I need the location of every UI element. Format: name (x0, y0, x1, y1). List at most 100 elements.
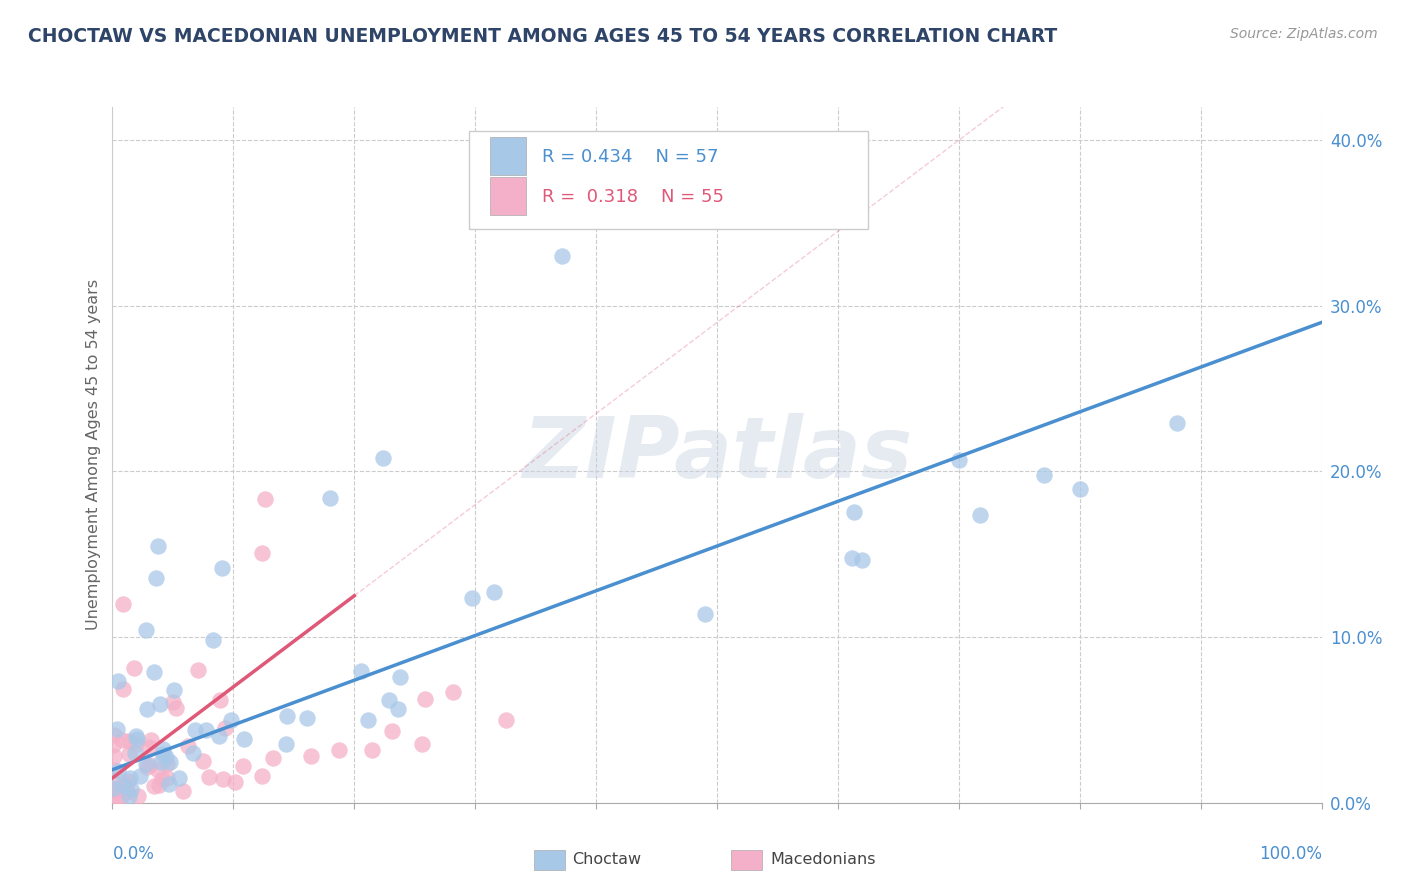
Point (1033, 467, 1056, 482)
Point (146, 764, 169, 778)
Point (128, 769, 150, 783)
Point (328, 743, 350, 757)
Point (107, 674, 129, 689)
FancyBboxPatch shape (489, 177, 526, 215)
Point (350, 664, 373, 678)
Point (219, 713, 242, 727)
Point (378, 693, 401, 707)
Point (142, 779, 165, 793)
Point (181, 746, 204, 760)
Point (163, 682, 186, 697)
Point (148, 539, 170, 553)
Point (107, 722, 129, 736)
Text: Choctaw: Choctaw (572, 853, 641, 867)
Text: Source: ZipAtlas.com: Source: ZipAtlas.com (1230, 27, 1378, 41)
Point (250, 546, 273, 560)
Point (156, 756, 179, 771)
Point (115, 779, 138, 793)
Point (162, 695, 184, 709)
Point (117, 733, 139, 747)
Point (253, 492, 276, 507)
Point (969, 508, 991, 523)
Point (191, 754, 214, 768)
Point (145, 571, 167, 585)
Point (136, 702, 159, 716)
Point (695, 607, 717, 621)
Point (135, 757, 157, 772)
Point (135, 760, 157, 774)
Point (413, 692, 436, 706)
Point (111, 732, 134, 747)
Point (212, 772, 235, 786)
Point (841, 550, 863, 565)
Point (159, 755, 181, 769)
Point (948, 453, 970, 467)
Point (111, 778, 134, 792)
Point (148, 778, 170, 792)
Point (441, 685, 464, 699)
Text: Macedonians: Macedonians (770, 853, 876, 867)
Point (110, 789, 132, 804)
Point (381, 724, 404, 739)
Point (101, 774, 124, 789)
Text: R = 0.434    N = 57: R = 0.434 N = 57 (541, 148, 718, 166)
Point (851, 553, 873, 567)
Point (127, 731, 149, 746)
Point (118, 789, 141, 803)
Point (197, 770, 219, 784)
Point (187, 663, 209, 677)
Point (233, 731, 256, 746)
Point (115, 785, 138, 799)
Point (1166, 416, 1188, 430)
Point (150, 772, 173, 786)
Point (360, 743, 382, 757)
Point (1069, 482, 1091, 496)
Point (118, 747, 141, 761)
Point (104, 783, 127, 797)
Point (121, 781, 143, 796)
Point (143, 665, 166, 679)
Point (150, 756, 173, 770)
Text: R =  0.318    N = 55: R = 0.318 N = 55 (541, 188, 724, 206)
Point (135, 624, 157, 638)
FancyBboxPatch shape (489, 137, 526, 175)
Point (387, 702, 409, 716)
Point (209, 693, 232, 707)
Point (411, 737, 433, 751)
Point (262, 751, 284, 765)
Point (495, 713, 517, 727)
Point (141, 732, 163, 747)
Text: ZIPatlas: ZIPatlas (522, 413, 912, 497)
Text: CHOCTAW VS MACEDONIAN UNEMPLOYMENT AMONG AGES 45 TO 54 YEARS CORRELATION CHART: CHOCTAW VS MACEDONIAN UNEMPLOYMENT AMONG… (28, 27, 1057, 45)
Point (299, 749, 322, 764)
Point (165, 700, 187, 714)
Point (124, 746, 146, 760)
Point (388, 670, 411, 684)
Point (138, 739, 160, 754)
Point (194, 723, 217, 737)
Point (114, 776, 136, 790)
Point (484, 585, 506, 599)
Point (373, 451, 395, 466)
Point (148, 697, 170, 711)
Point (167, 771, 190, 785)
Point (295, 711, 318, 725)
Point (276, 708, 298, 723)
Point (152, 742, 174, 756)
Point (157, 777, 180, 791)
Text: 0.0%: 0.0% (112, 845, 155, 863)
Point (101, 788, 124, 802)
Point (117, 773, 139, 788)
Point (224, 775, 246, 789)
Point (211, 560, 233, 574)
Point (101, 738, 124, 752)
Point (176, 739, 198, 753)
Point (104, 764, 127, 778)
Point (461, 591, 484, 605)
Point (202, 632, 225, 647)
Point (842, 505, 865, 519)
Text: 100.0%: 100.0% (1258, 845, 1322, 863)
Point (208, 730, 231, 744)
Point (551, 249, 574, 263)
Point (232, 759, 254, 773)
